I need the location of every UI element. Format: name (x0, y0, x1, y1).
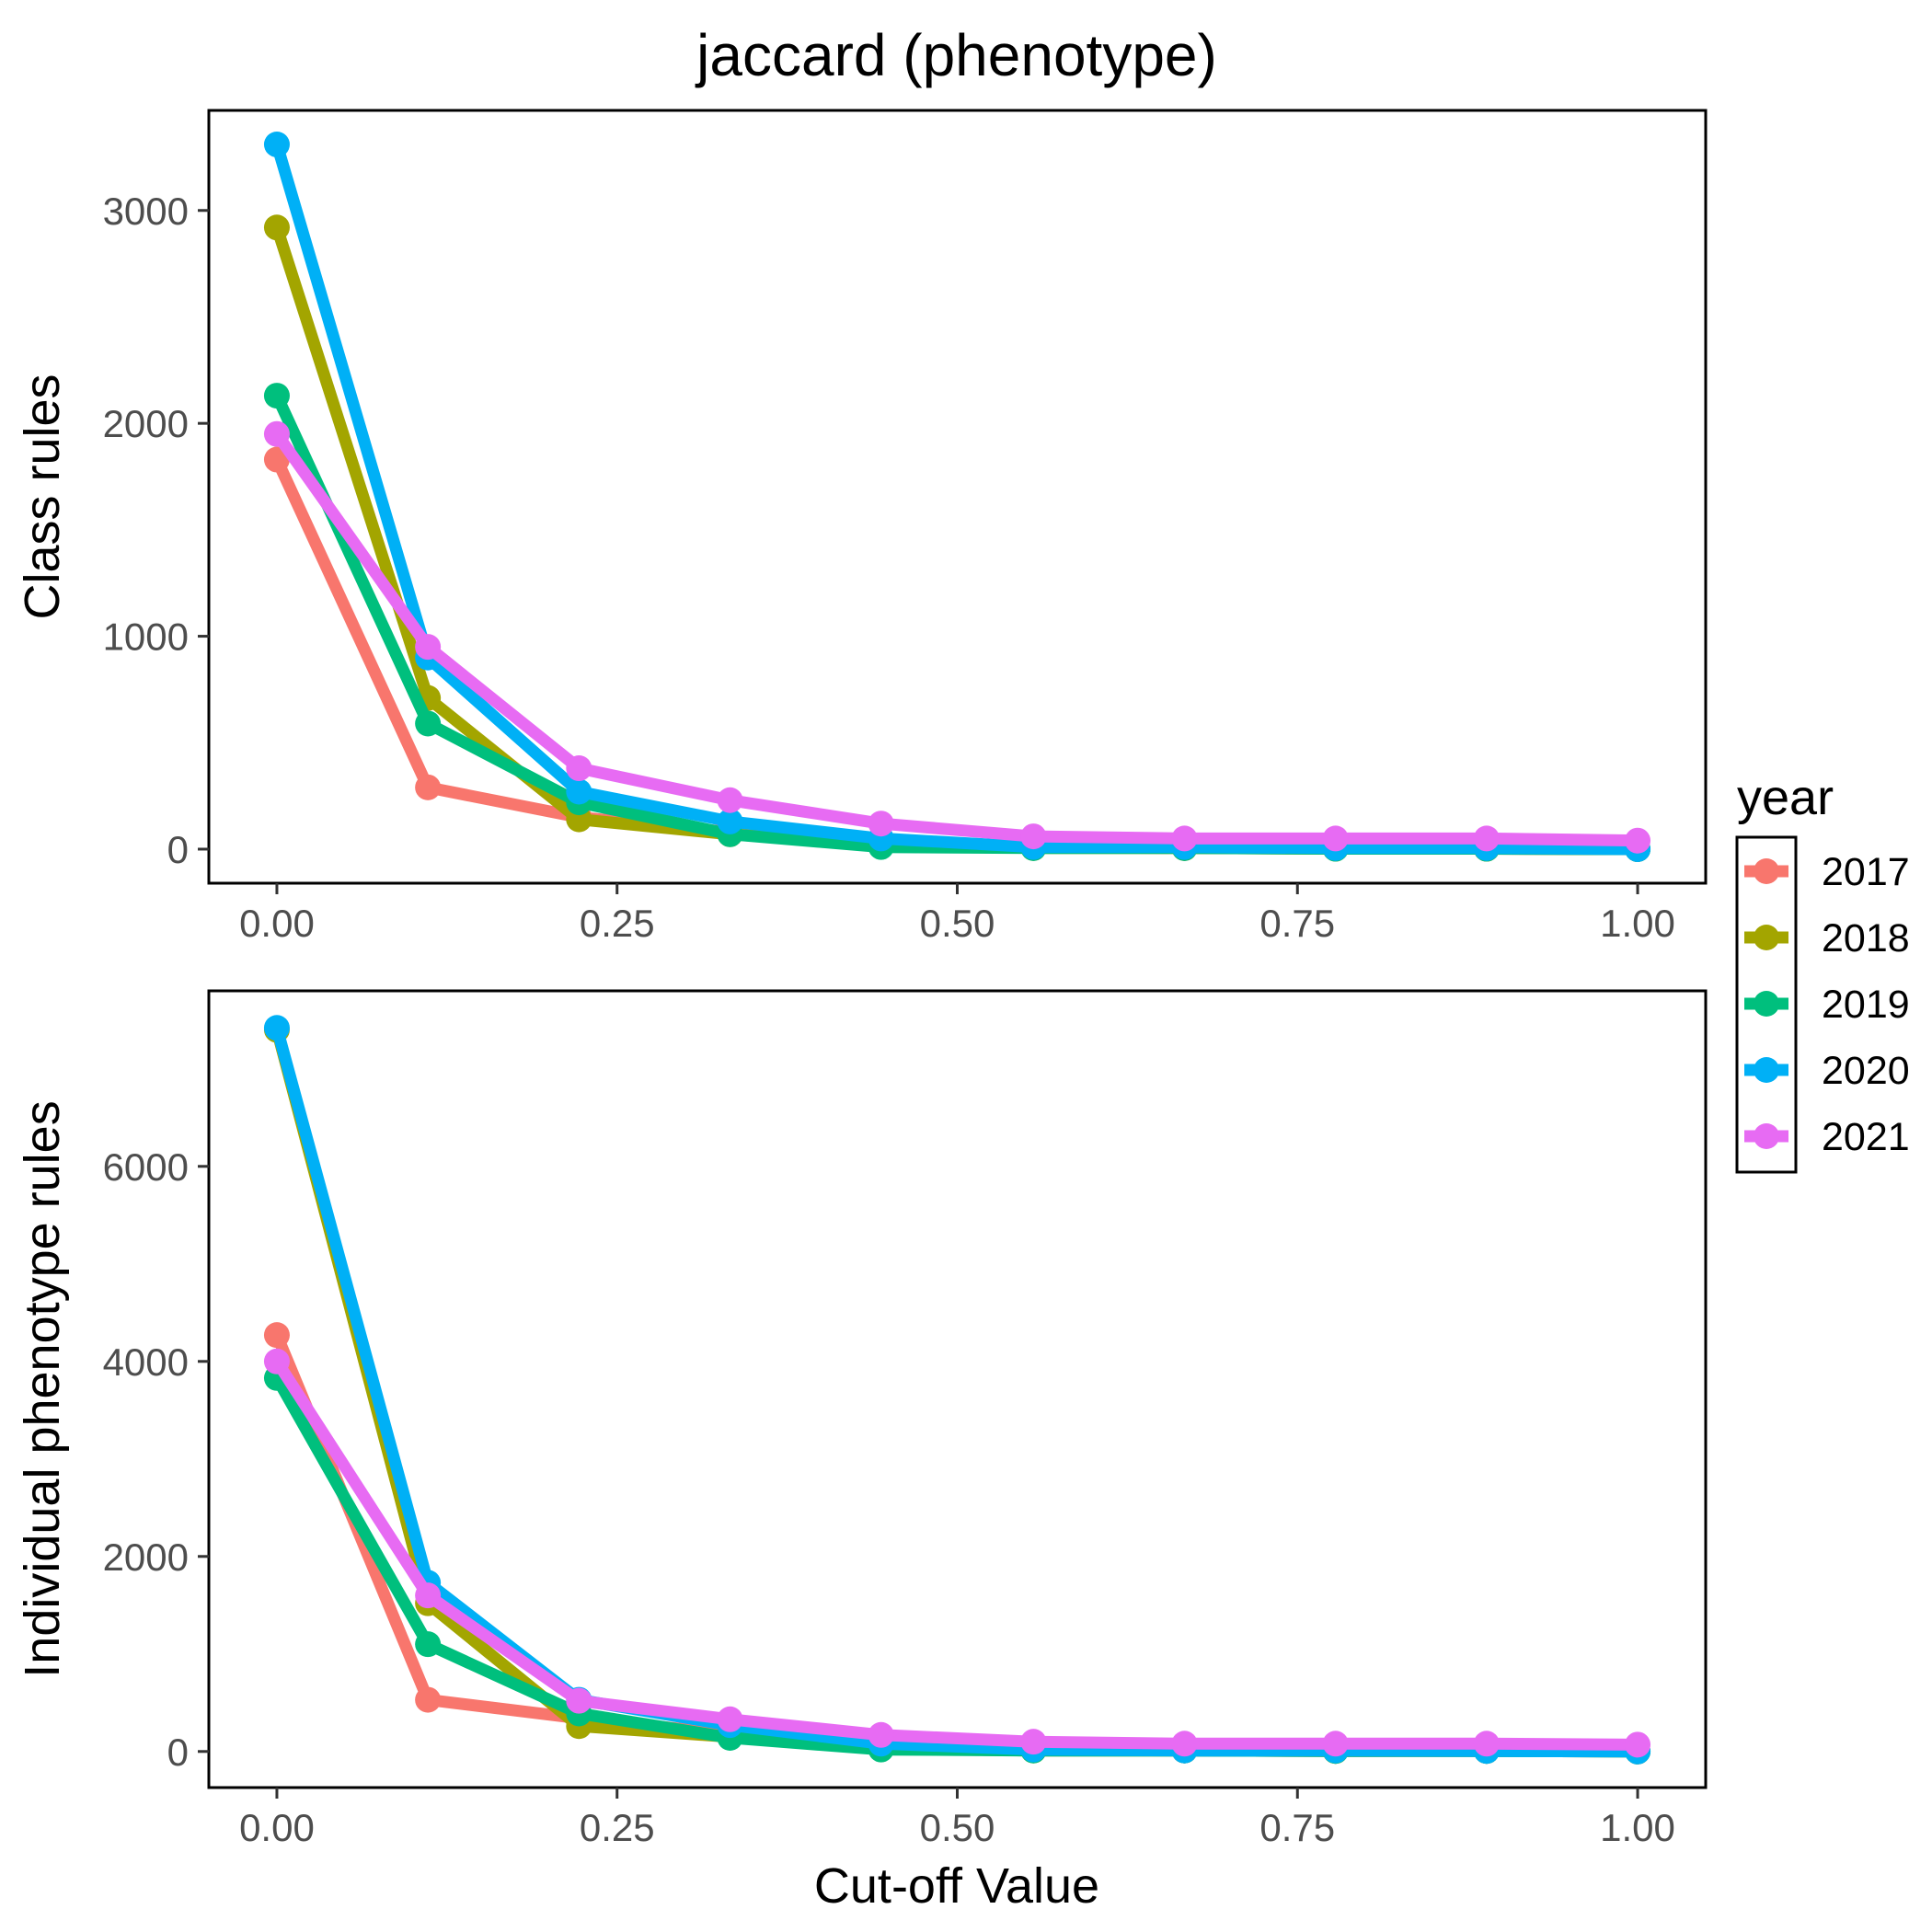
data-point-top-2021-5 (1020, 823, 1047, 850)
data-point-top-2021-4 (868, 811, 894, 837)
legend-key-point-2018 (1754, 925, 1779, 950)
data-point-top-2021-9 (1625, 827, 1651, 854)
series-layer-bottom (263, 1015, 1651, 1765)
legend-key-point-2017 (1754, 858, 1779, 884)
y-tick-label-bottom-0: 0 (167, 1731, 189, 1774)
data-point-top-2021-1 (415, 634, 442, 661)
x-tick-label-bottom-3: 0.75 (1259, 1806, 1335, 1849)
y-tick-label-bottom-3: 6000 (103, 1145, 189, 1189)
data-point-top-2021-2 (566, 755, 592, 782)
y-tick-label-top-3: 3000 (103, 190, 189, 233)
y-axis-bottom: 0 2000 4000 6000 (103, 1145, 209, 1774)
data-point-top-2020-0 (263, 132, 290, 158)
data-point-top-2020-3 (717, 808, 743, 834)
data-point-top-2017-1 (415, 774, 442, 800)
chart-title: jaccard (phenotype) (695, 22, 1217, 88)
data-point-bottom-2021-6 (1171, 1731, 1198, 1757)
data-point-top-2018-0 (263, 214, 290, 241)
legend-entry-2019: 2019 (1744, 983, 1910, 1027)
y-tick-label-top-0: 0 (167, 828, 189, 871)
panel-class-rules: 0.00 0.25 0.50 0.75 1.00 0 1000 2000 3000 Class… (15, 109, 1708, 945)
legend-entry-2018: 2018 (1744, 916, 1910, 960)
legend-label-2018: 2018 (1822, 916, 1910, 960)
data-point-bottom-2019-1 (415, 1631, 442, 1658)
data-point-top-2021-3 (717, 787, 743, 813)
x-tick-label-top-3: 0.75 (1259, 902, 1335, 945)
series-bottom-2021 (263, 1348, 1651, 1758)
data-point-bottom-2021-1 (415, 1582, 442, 1609)
x-tick-label-bottom-2: 0.50 (920, 1806, 995, 1849)
series-layer-top (263, 132, 1651, 862)
panel-individual-phenotype-rules: 0.00 0.25 0.50 0.75 1.00 0 2000 4000 6000 Indiv… (15, 989, 1708, 1849)
data-point-bottom-2021-0 (263, 1348, 290, 1374)
legend-key-point-2019 (1754, 991, 1779, 1017)
data-point-bottom-2021-2 (566, 1687, 592, 1714)
y-tick-label-bottom-2: 4000 (103, 1340, 189, 1384)
data-point-bottom-2017-1 (415, 1686, 442, 1713)
data-point-top-2019-0 (263, 383, 290, 409)
data-point-bottom-2021-8 (1473, 1731, 1500, 1757)
x-tick-label-top-0: 0.00 (239, 902, 315, 945)
data-point-top-2021-6 (1171, 825, 1198, 852)
legend-key-point-2020 (1754, 1057, 1779, 1083)
data-point-bottom-2021-5 (1020, 1729, 1047, 1755)
x-tick-label-top-1: 0.25 (580, 902, 655, 945)
x-axis-title: Cut-off Value (814, 1858, 1099, 1914)
data-point-bottom-2021-3 (717, 1706, 743, 1732)
data-point-bottom-2017-0 (263, 1322, 290, 1349)
data-point-top-2019-1 (415, 710, 442, 737)
series-line-top-2020 (270, 138, 1644, 856)
legend-label-2020: 2020 (1822, 1049, 1910, 1093)
data-point-bottom-2020-0 (263, 1015, 290, 1041)
data-point-top-2021-0 (263, 420, 290, 447)
data-point-top-2021-8 (1473, 825, 1500, 852)
x-tick-label-top-4: 1.00 (1600, 902, 1675, 945)
series-top-2021 (263, 420, 1651, 854)
x-tick-label-bottom-1: 0.25 (580, 1806, 655, 1849)
series-line-bottom-2021 (270, 1355, 1644, 1751)
x-tick-label-bottom-4: 1.00 (1600, 1806, 1675, 1849)
data-point-top-2021-7 (1322, 825, 1349, 852)
legend-entry-2017: 2017 (1744, 850, 1910, 894)
legend-entry-2021: 2021 (1744, 1115, 1910, 1159)
y-axis-title-top: Class rules (15, 374, 70, 619)
x-axis-top: 0.00 0.25 0.50 0.75 1.00 (239, 883, 1675, 945)
legend-entries: 2017 2018 2019 2020 2021 (1744, 850, 1910, 1159)
legend-key-box (1735, 835, 1798, 1174)
legend: year 2017 2018 2019 2020 2021 (1735, 770, 1910, 1174)
x-tick-label-top-2: 0.50 (920, 902, 995, 945)
y-tick-label-top-2: 2000 (103, 402, 189, 445)
x-axis-bottom: 0.00 0.25 0.50 0.75 1.00 (239, 1788, 1675, 1849)
series-line-top-2021 (270, 428, 1644, 847)
y-axis-top: 0 1000 2000 3000 (103, 190, 209, 871)
legend-key-point-2021 (1754, 1123, 1779, 1149)
legend-entry-2020: 2020 (1744, 1049, 1910, 1093)
data-point-bottom-2021-7 (1322, 1731, 1349, 1757)
y-tick-label-bottom-1: 2000 (103, 1535, 189, 1579)
x-tick-label-bottom-0: 0.00 (239, 1806, 315, 1849)
y-axis-title-bottom: Individual phenotype rules (15, 1100, 70, 1677)
legend-label-2017: 2017 (1822, 850, 1910, 894)
legend-label-2021: 2021 (1822, 1115, 1910, 1159)
legend-label-2019: 2019 (1822, 983, 1910, 1027)
y-tick-label-top-1: 1000 (103, 615, 189, 659)
data-point-top-2020-2 (566, 778, 592, 805)
data-point-bottom-2021-4 (868, 1721, 894, 1748)
data-point-bottom-2021-9 (1625, 1731, 1651, 1758)
legend-title: year (1737, 770, 1834, 825)
